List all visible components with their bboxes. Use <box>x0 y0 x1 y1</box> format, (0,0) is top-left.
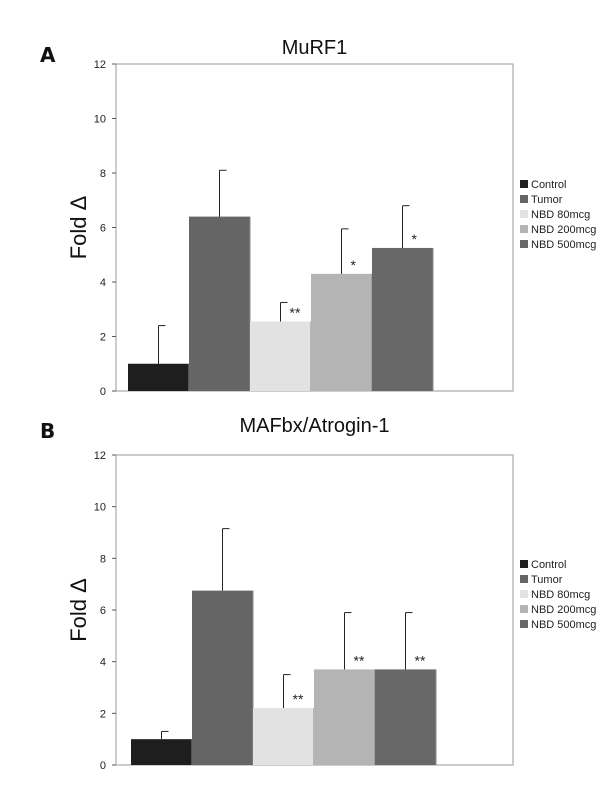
significance-marker: ** <box>290 305 301 321</box>
legend-label-4: NBD 200mcg <box>531 224 596 236</box>
significance-marker: * <box>412 231 418 247</box>
chart-title: MuRF1 <box>282 37 348 59</box>
legend-label-3: NBD 80mcg <box>531 589 590 601</box>
legend-swatch-3 <box>520 590 528 598</box>
y-tick-label: 8 <box>100 553 106 565</box>
significance-marker: * <box>351 257 357 273</box>
panel-letter: B <box>40 419 55 443</box>
legend-swatch-1 <box>520 180 528 188</box>
y-axis-label: Fold Δ <box>66 195 91 259</box>
y-tick-label: 4 <box>100 657 106 669</box>
legend-label-2: Tumor <box>531 194 563 206</box>
panel-letter: A <box>40 43 56 67</box>
legend-label-1: Control <box>531 179 566 191</box>
legend-swatch-4 <box>520 225 528 233</box>
y-tick-label: 0 <box>100 386 106 398</box>
legend-label-4: NBD 200mcg <box>531 604 596 616</box>
legend-swatch-4 <box>520 605 528 613</box>
legend-label-2: Tumor <box>531 574 563 586</box>
significance-marker: ** <box>293 691 304 707</box>
y-tick-label: 6 <box>100 605 106 617</box>
bar-3 <box>250 321 311 391</box>
chart-title: MAFbx/Atrogin-1 <box>239 415 389 437</box>
y-tick-label: 10 <box>94 114 106 126</box>
y-tick-label: 6 <box>100 223 106 235</box>
y-tick-label: 12 <box>94 59 106 71</box>
legend-swatch-5 <box>520 620 528 628</box>
significance-marker: ** <box>415 652 426 668</box>
y-axis-label: Fold Δ <box>66 578 91 642</box>
bar-2 <box>192 590 253 765</box>
y-tick-label: 2 <box>100 708 106 720</box>
y-tick-label: 12 <box>94 450 106 462</box>
bar-1 <box>128 363 189 391</box>
legend-swatch-1 <box>520 560 528 568</box>
bar-5 <box>372 247 433 391</box>
y-tick-label: 0 <box>100 760 106 772</box>
legend-label-5: NBD 500mcg <box>531 619 596 631</box>
legend-label-1: Control <box>531 559 566 571</box>
legend-swatch-3 <box>520 210 528 218</box>
bar-5 <box>375 669 436 765</box>
legend-label-5: NBD 500mcg <box>531 239 596 251</box>
legend-label-3: NBD 80mcg <box>531 209 590 221</box>
legend-swatch-2 <box>520 195 528 203</box>
bar-4 <box>314 669 375 765</box>
bar-1 <box>131 739 192 765</box>
bar-2 <box>189 216 250 391</box>
y-tick-label: 8 <box>100 168 106 180</box>
legend-swatch-2 <box>520 575 528 583</box>
y-tick-label: 4 <box>100 277 106 289</box>
bar-3 <box>253 708 314 765</box>
significance-marker: ** <box>354 652 365 668</box>
y-tick-label: 10 <box>94 502 106 514</box>
y-tick-label: 2 <box>100 332 106 344</box>
bar-4 <box>311 273 372 391</box>
legend-swatch-5 <box>520 240 528 248</box>
chart-panel-b: B MAFbx/Atrogin-1 0 2 4 6 8 10 12 Fold Δ ** ** ** Con… <box>40 415 596 772</box>
